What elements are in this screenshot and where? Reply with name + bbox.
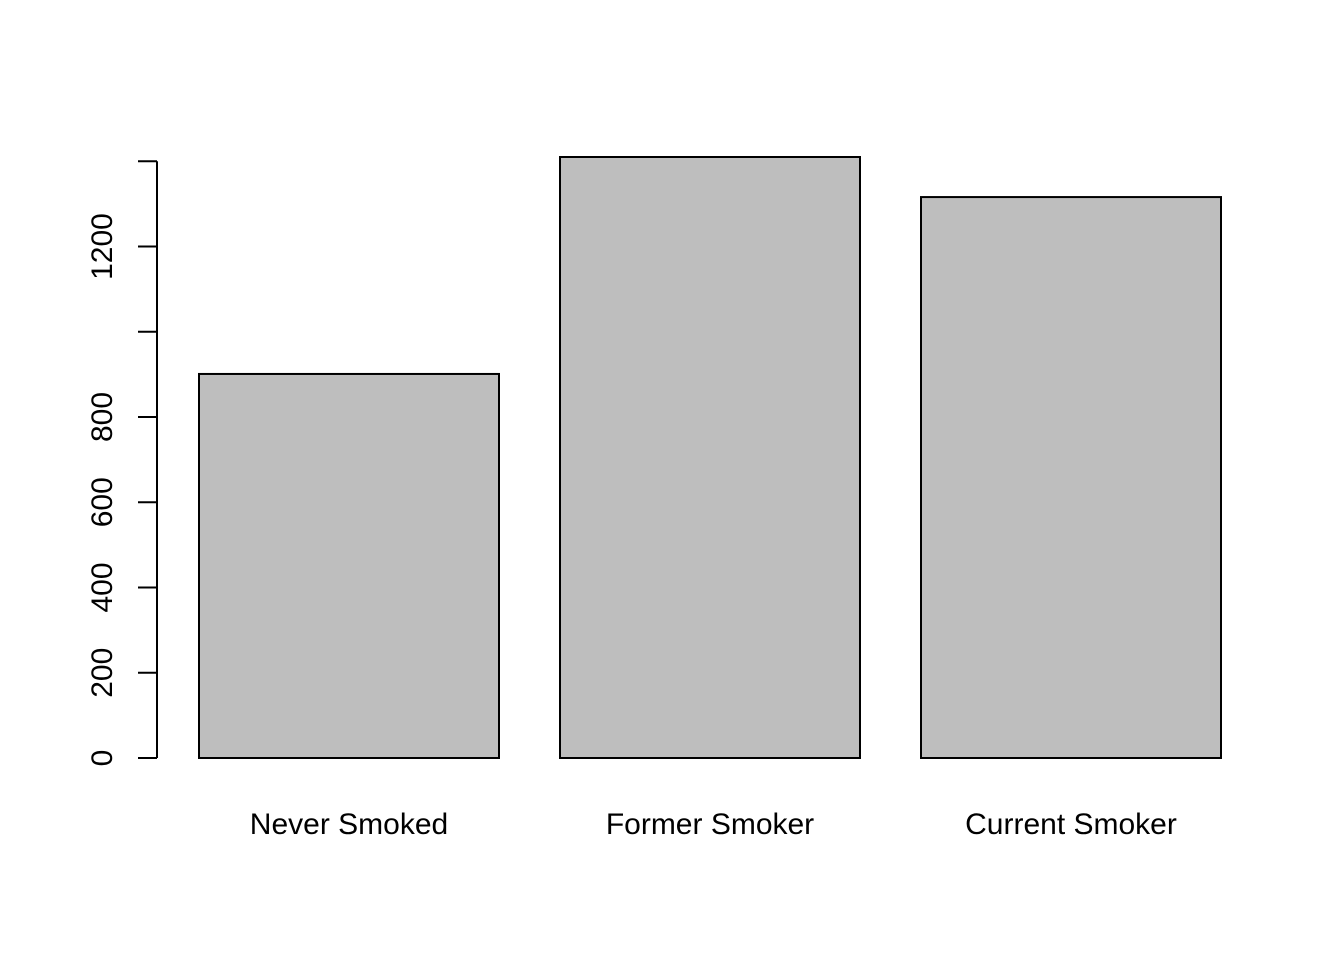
y-tick-label: 200 [86,648,119,698]
y-tick-label: 0 [86,750,119,767]
bar-current-smoker [920,196,1222,760]
y-axis: 0 200 400 600 800 1200 [86,160,158,767]
bar-never-smoked [198,372,500,759]
bars-group [198,156,1222,760]
y-tick-label: 600 [86,477,119,527]
bar-former-smoker [559,156,861,759]
x-tick-label: Current Smoker [965,808,1177,841]
x-tick-label: Never Smoked [250,808,448,841]
x-axis-labels: Never Smoked Former Smoker Current Smoker [250,808,1177,841]
x-tick-label: Former Smoker [606,808,814,841]
y-tick-label: 1200 [86,213,119,280]
y-tick-label: 800 [86,392,119,442]
y-tick-label: 400 [86,562,119,612]
